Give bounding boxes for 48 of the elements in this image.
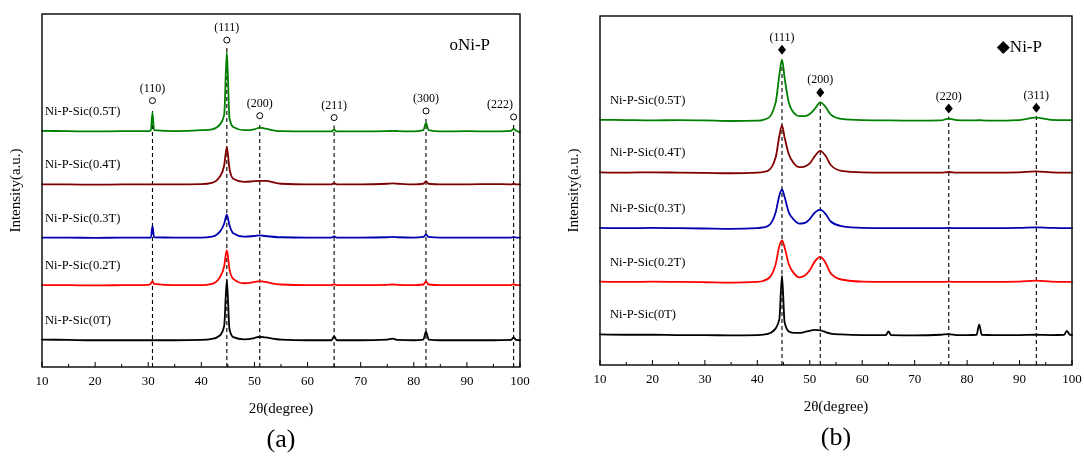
series-label: Ni-P-Sic(0.3T) xyxy=(610,200,686,215)
x-tick-label: 30 xyxy=(698,371,712,386)
x-tick-label: 40 xyxy=(194,373,208,388)
x-tick-label: 70 xyxy=(354,373,368,388)
series-label: Ni-P-Sic(0.5T) xyxy=(45,103,121,118)
x-tick-label: 20 xyxy=(645,371,659,386)
x-tick-label: 80 xyxy=(407,373,421,388)
text: (b) xyxy=(820,422,852,451)
series-label: Ni-P-Sic(0T) xyxy=(45,312,111,327)
x-tick-label: 10 xyxy=(35,373,49,388)
annotation: (220) xyxy=(935,88,962,103)
annotation: (211) xyxy=(321,97,347,112)
x-tick-label: 60 xyxy=(301,373,315,388)
text: (111) xyxy=(214,20,240,35)
series-label: Ni-P-Sic(0.4T) xyxy=(610,145,686,160)
annotation: (222) xyxy=(487,96,513,111)
x-tick-label: 90 xyxy=(460,373,474,388)
text: (111) xyxy=(769,29,795,44)
x-tick-label: 30 xyxy=(141,373,155,388)
annotation: (200) xyxy=(807,72,834,87)
annotation: (110) xyxy=(139,80,166,95)
x-tick-label: 100 xyxy=(1062,371,1082,386)
x-tick-label: 50 xyxy=(247,373,261,388)
x-tick-label: 80 xyxy=(960,371,974,386)
x-tick-label: 60 xyxy=(855,371,869,386)
x-tick-label: 40 xyxy=(750,371,764,386)
x-tick-label: 50 xyxy=(803,371,817,386)
annotation: (300) xyxy=(412,90,439,105)
series-label: Ni-P-Sic(0T) xyxy=(610,307,676,322)
x-tick-label: 90 xyxy=(1013,371,1027,386)
x-axis-title: 2θ(degree) xyxy=(248,400,314,417)
series-label: Ni-P-Sic(0.2T) xyxy=(45,258,121,273)
y-axis-title: Intensity(a.u.) xyxy=(565,148,582,233)
x-tick-label: 70 xyxy=(908,371,922,386)
series-label: Ni-P-Sic(0.3T) xyxy=(45,210,121,225)
y-axis-title: Intensity(a.u.) xyxy=(7,148,24,233)
text: (a) xyxy=(266,424,296,453)
x-axis-title: 2θ(degree) xyxy=(803,398,869,415)
x-tick-label: 20 xyxy=(88,373,102,388)
annotation: (311) xyxy=(1023,87,1050,102)
text: ◆Ni-P xyxy=(996,37,1042,56)
x-tick-label: 10 xyxy=(593,371,607,386)
series-label: Ni-P-Sic(0.4T) xyxy=(45,157,121,172)
series-label: Ni-P-Sic(0.2T) xyxy=(610,254,686,269)
annotation: (200) xyxy=(246,95,273,110)
x-tick-label: 100 xyxy=(510,373,530,388)
series-label: Ni-P-Sic(0.5T) xyxy=(610,92,686,107)
annotation: oNi-P xyxy=(449,35,490,54)
